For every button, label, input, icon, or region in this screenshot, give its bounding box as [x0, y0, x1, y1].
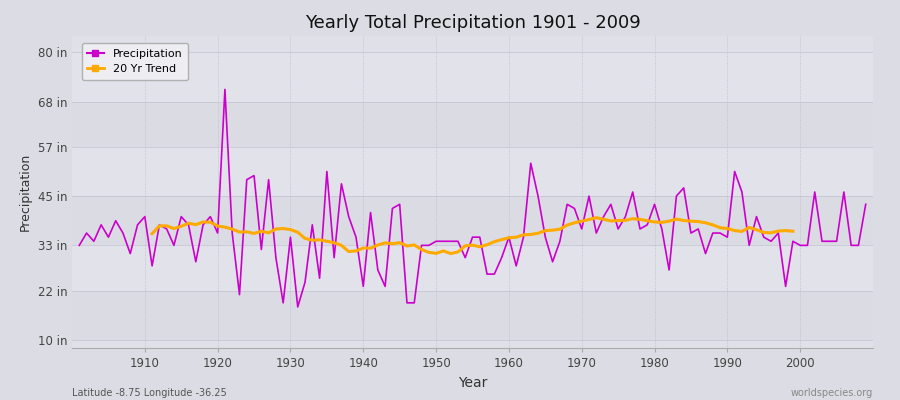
Bar [72, 196, 873, 245]
Bar [72, 102, 873, 147]
Text: worldspecies.org: worldspecies.org [791, 388, 873, 398]
Title: Yearly Total Precipitation 1901 - 2009: Yearly Total Precipitation 1901 - 2009 [304, 14, 641, 32]
Legend: Precipitation, 20 Yr Trend: Precipitation, 20 Yr Trend [82, 43, 188, 80]
Text: Latitude -8.75 Longitude -36.25: Latitude -8.75 Longitude -36.25 [72, 388, 227, 398]
X-axis label: Year: Year [458, 376, 487, 390]
Bar [72, 290, 873, 340]
Bar [72, 245, 873, 290]
Bar [72, 52, 873, 102]
Bar [72, 147, 873, 196]
Y-axis label: Precipitation: Precipitation [19, 153, 32, 231]
